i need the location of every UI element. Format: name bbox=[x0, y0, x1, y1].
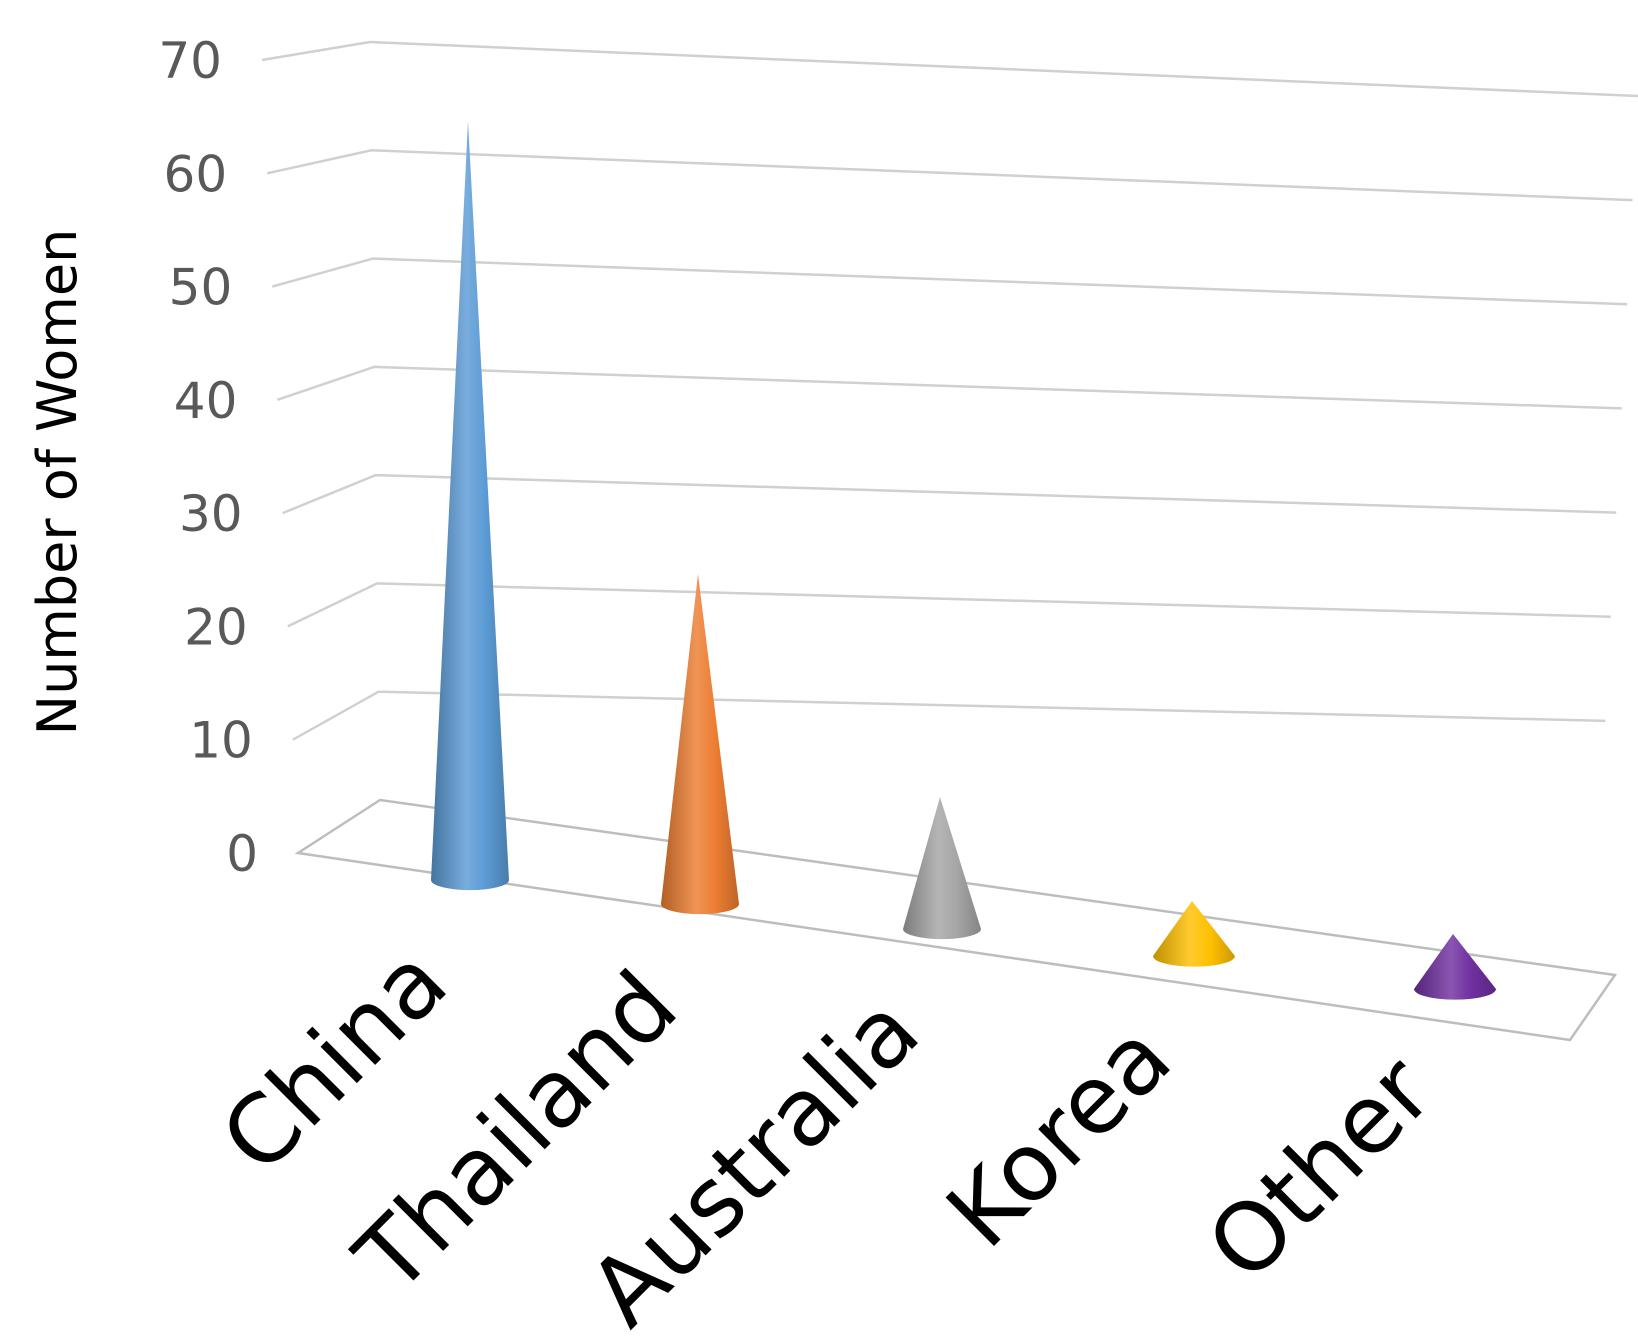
y-tick-label: 40 bbox=[174, 372, 238, 430]
gridline bbox=[282, 473, 1617, 515]
y-tick-label: 0 bbox=[226, 825, 258, 883]
cone-thailand bbox=[661, 574, 739, 915]
y-axis-ticks: 0 10 20 30 40 50 60 70 bbox=[158, 32, 258, 883]
cone-china bbox=[431, 121, 509, 891]
gridline bbox=[277, 365, 1622, 410]
y-tick-label: 70 bbox=[158, 32, 222, 90]
cone-australia bbox=[903, 797, 981, 940]
y-tick-label: 20 bbox=[184, 598, 248, 656]
cone-marks bbox=[431, 121, 1496, 1000]
cone-other bbox=[1414, 934, 1496, 1000]
x-category-label: Other bbox=[1187, 1036, 1453, 1302]
gridline bbox=[287, 582, 1611, 628]
cone-body bbox=[903, 797, 981, 940]
cone-body bbox=[1414, 934, 1496, 1000]
gridline bbox=[292, 690, 1606, 741]
y-tick-label: 50 bbox=[169, 259, 233, 317]
gridline bbox=[266, 149, 1633, 202]
y-tick-label: 60 bbox=[164, 145, 228, 203]
gridline bbox=[261, 40, 1638, 98]
cone-body bbox=[431, 121, 509, 891]
cone-body bbox=[1153, 901, 1235, 967]
x-category-label: Korea bbox=[927, 1003, 1193, 1269]
cone-body bbox=[661, 574, 739, 915]
y-tick-label: 10 bbox=[189, 712, 253, 770]
y-tick-label: 30 bbox=[179, 485, 243, 543]
gridline bbox=[271, 257, 1628, 306]
gridlines bbox=[261, 40, 1638, 741]
y-axis-title: Number of Women bbox=[26, 229, 89, 736]
cone-korea bbox=[1153, 901, 1235, 967]
